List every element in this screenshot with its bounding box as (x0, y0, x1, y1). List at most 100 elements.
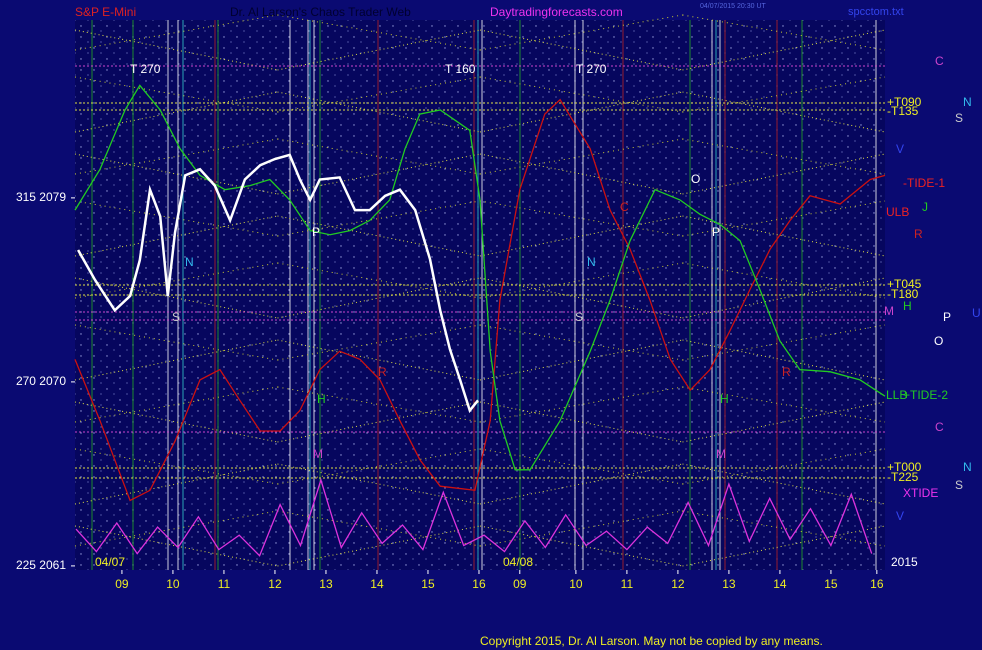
x-tick-label: 16 (870, 577, 884, 591)
annotation: N (963, 460, 972, 474)
diagonal-guide (74, 339, 278, 381)
diagonal-guide (74, 401, 278, 443)
annotation: +TIDE-2 (903, 388, 948, 402)
annotation: P (312, 225, 320, 239)
x-tick-label: 14 (773, 577, 787, 591)
annotation: +T090 (887, 95, 922, 109)
x-tick-label: 11 (621, 577, 634, 591)
x-tick-label: 13 (722, 577, 736, 591)
annotation: N (963, 95, 972, 109)
diagonal-guide (74, 29, 278, 71)
diagonal-guide (479, 29, 683, 71)
annotation: H (720, 392, 729, 406)
annotation: M (884, 304, 894, 318)
diagonal-guide (74, 153, 278, 195)
annotation: J (922, 200, 928, 214)
annotation: R (914, 227, 923, 241)
diagonal-guide (682, 153, 886, 195)
series-line (75, 477, 873, 557)
chart-title: S&P E-Mini (75, 5, 136, 19)
annotation: C (935, 54, 944, 68)
annotation: S (575, 310, 583, 324)
annotation: 04/07 (95, 555, 125, 569)
y-tick-label: 270 2070 (16, 374, 66, 388)
annotation: N (185, 255, 194, 269)
diagonal-guide (479, 463, 683, 505)
annotation: XTIDE (903, 486, 938, 500)
diagonal-guide (277, 463, 481, 505)
price-line (77, 153, 479, 414)
annotation: -T135 (887, 104, 919, 118)
diagonal-guide (277, 215, 481, 257)
diagonal-guide (682, 463, 886, 505)
annotation: 04/08 (503, 555, 533, 569)
diagonal-guide (479, 91, 683, 133)
annotation: H (317, 392, 326, 406)
annotation: N (587, 255, 596, 269)
annotation: C (620, 200, 629, 214)
diagonal-guide (277, 29, 481, 71)
annotation: -T180 (887, 287, 919, 301)
diagonal-guide (682, 91, 886, 133)
annotation: M (716, 447, 726, 461)
x-tick-label: 15 (824, 577, 838, 591)
diagonal-guide (277, 525, 481, 567)
annotation: T 160 (445, 62, 476, 76)
diagonal-guide (277, 91, 481, 133)
y-tick-label: 315 2079 (16, 190, 66, 204)
x-tick-label: 13 (319, 577, 333, 591)
diagonal-guide (277, 153, 481, 195)
annotation: T 270 (576, 62, 607, 76)
x-tick-label: 12 (268, 577, 282, 591)
diagonal-guide (74, 215, 278, 257)
x-tick-label: 12 (671, 577, 685, 591)
diagonal-guide (682, 215, 886, 257)
x-tick-label: 10 (166, 577, 180, 591)
diagonal-guide (479, 153, 683, 195)
diagonal-guide (682, 339, 886, 381)
x-tick-label: 16 (472, 577, 486, 591)
annotation: ULB (886, 205, 909, 219)
annotation: P (712, 225, 720, 239)
diagonal-guide (479, 215, 683, 257)
diagonal-guide (479, 525, 683, 567)
annotation: +T045 (887, 277, 922, 291)
annotation: LLB (886, 388, 907, 402)
diagonal-guide (479, 401, 683, 443)
annotation: O (691, 172, 700, 186)
annotation: R (378, 365, 387, 379)
series-line (74, 98, 886, 502)
annotation: C (935, 420, 944, 434)
copyright: Copyright 2015, Dr. Al Larson. May not b… (480, 634, 823, 648)
annotation: U (972, 306, 981, 320)
timestamp: 04/07/2015 20:30 UT (700, 3, 766, 10)
diagonal-guide (277, 401, 481, 443)
x-tick-label: 10 (569, 577, 583, 591)
annotation: M (313, 447, 323, 461)
y-tick-label: 225 2061 (16, 558, 66, 572)
diagonal-guide (277, 339, 481, 381)
x-tick-label: 15 (421, 577, 435, 591)
annotation: -TIDE-1 (903, 176, 945, 190)
diagonal-guide (682, 401, 886, 443)
filename: spcctom.txt (848, 6, 904, 18)
decoration (74, 14, 886, 570)
x-tick-label: 14 (370, 577, 384, 591)
annotation: H (903, 299, 912, 313)
diagonal-guide (479, 277, 683, 319)
annotation: V (896, 509, 904, 523)
diagonal-guide (682, 525, 886, 567)
annotation: -T225 (887, 470, 919, 484)
diagonal-guide (74, 463, 278, 505)
x-tick-label: 11 (218, 577, 231, 591)
annotation: V (896, 142, 904, 156)
annotation: T 270 (130, 62, 161, 76)
annotation: P (943, 310, 951, 324)
annotation: S (955, 478, 963, 492)
diagonal-guide (74, 91, 278, 133)
website: Daytradingforecasts.com (490, 5, 623, 19)
x-tick-label: 09 (513, 577, 527, 591)
annotation: R (782, 365, 791, 379)
